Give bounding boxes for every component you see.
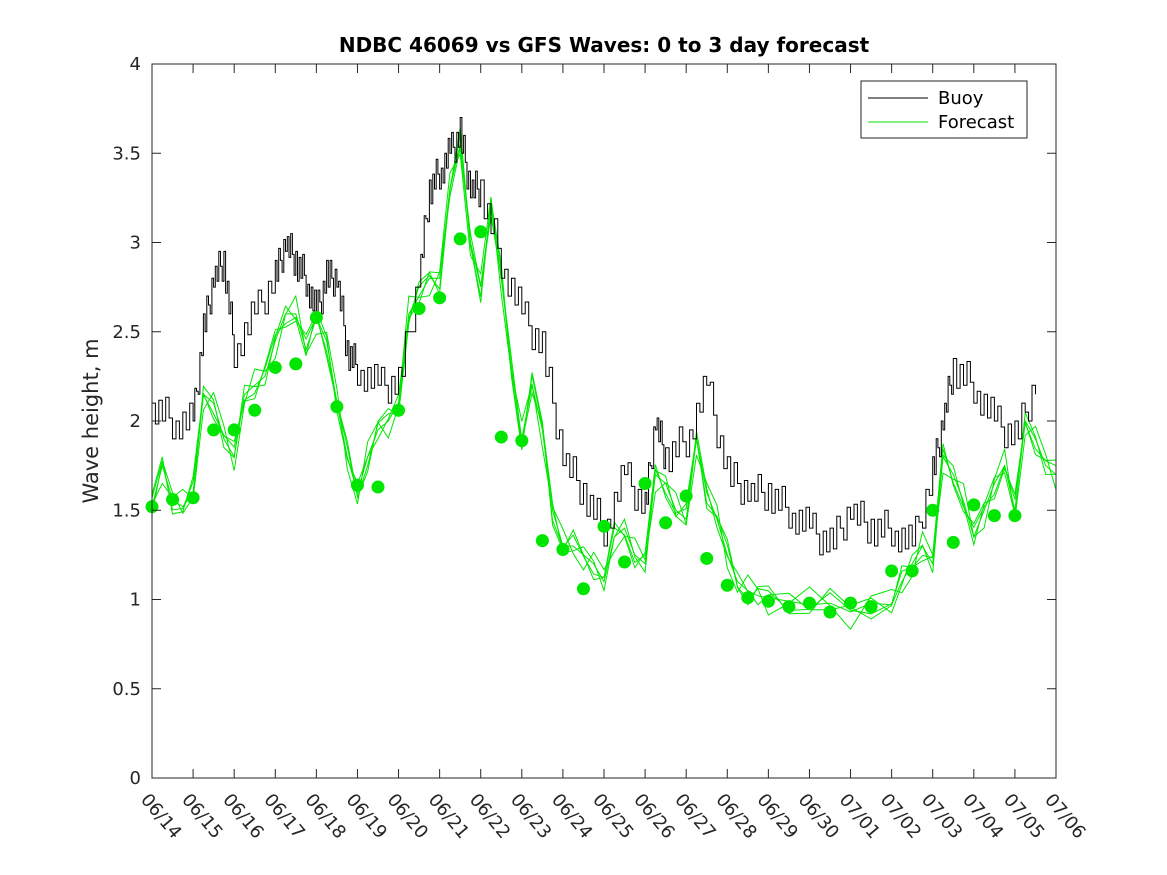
- x-tick-label: 06/27: [670, 790, 719, 843]
- forecast-point: [207, 423, 221, 437]
- x-tick-label: 06/15: [177, 790, 226, 843]
- x-tick-label: 06/30: [794, 790, 843, 843]
- y-tick-label: 3: [130, 233, 141, 254]
- forecast-point: [761, 594, 775, 608]
- x-tick-label: 06/17: [259, 790, 308, 843]
- forecast-point: [227, 423, 241, 437]
- forecast-point: [741, 591, 755, 605]
- series-layer: [145, 117, 1057, 631]
- forecast-point: [926, 503, 940, 517]
- forecast-point: [844, 596, 858, 610]
- x-tick-label: 07/05: [999, 790, 1048, 843]
- y-tick-label: 1.5: [112, 500, 141, 521]
- forecast-point: [618, 555, 632, 569]
- legend-box: [860, 80, 1028, 139]
- y-tick-label: 2: [130, 411, 141, 432]
- forecast-point: [371, 480, 385, 494]
- forecast-point: [186, 491, 200, 505]
- y-axis-label: Wave height, m: [79, 338, 103, 503]
- x-tick-label: 06/25: [588, 790, 637, 843]
- x-tick-label: 06/19: [342, 790, 391, 843]
- forecast-point: [597, 519, 611, 533]
- forecast-point: [967, 498, 981, 512]
- forecast-point: [166, 493, 180, 507]
- x-tick-label: 07/06: [1040, 790, 1089, 843]
- forecast-line-variant: [151, 152, 1057, 631]
- forecast-line: [151, 144, 1057, 613]
- forecast-point: [720, 578, 734, 592]
- forecast-point: [659, 516, 673, 530]
- forecast-line-variant: [151, 128, 1057, 620]
- forecast-point: [309, 310, 323, 324]
- forecast-point: [576, 582, 590, 596]
- forecast-point: [556, 543, 570, 557]
- forecast-point: [679, 489, 693, 503]
- x-tick-label: 06/18: [301, 790, 350, 843]
- legend: Buoy Forecast: [860, 80, 1028, 139]
- forecast-point: [885, 564, 899, 578]
- forecast-point: [453, 232, 467, 246]
- y-tick-label: 3.5: [112, 143, 141, 164]
- y-tick-label: 0.5: [112, 679, 141, 700]
- forecast-point: [535, 534, 549, 548]
- y-tick-label: 0: [130, 768, 141, 789]
- forecast-point: [823, 605, 837, 619]
- x-tick-label: 06/20: [383, 790, 432, 843]
- forecast-point: [700, 551, 714, 565]
- x-tick-label: 07/03: [917, 790, 966, 843]
- x-tick-label: 06/28: [711, 790, 760, 843]
- y-tick-label: 4: [130, 54, 141, 75]
- forecast-point: [392, 403, 406, 417]
- forecast-point: [987, 509, 1001, 523]
- y-axis: 0 0.5 1 1.5 2 2.5 3 3.5 4: [112, 54, 1056, 789]
- plot-area: [152, 64, 1056, 778]
- x-tick-label: 06/29: [753, 790, 802, 843]
- x-tick-label: 06/14: [136, 790, 185, 843]
- y-tick-label: 2.5: [112, 322, 141, 343]
- forecast-point: [864, 600, 878, 614]
- legend-forecast-label: Forecast: [938, 112, 1014, 133]
- x-tick-label: 07/01: [835, 790, 884, 843]
- legend-buoy-label: Buoy: [938, 88, 984, 109]
- x-tick-label: 07/04: [958, 790, 1007, 843]
- forecast-line-variant: [151, 147, 1057, 614]
- forecast-point: [802, 596, 816, 610]
- forecast-point: [412, 302, 426, 316]
- forecast-point: [474, 225, 488, 239]
- forecast-point: [1008, 509, 1022, 523]
- x-tick-label: 07/02: [876, 790, 925, 843]
- forecast-point: [350, 478, 364, 492]
- x-tick-label: 06/22: [465, 790, 514, 843]
- forecast-point: [638, 476, 652, 490]
- buoy-line: [152, 117, 1036, 556]
- forecast-point: [946, 535, 960, 549]
- x-tick-label: 06/23: [506, 790, 555, 843]
- forecast-point: [330, 400, 344, 414]
- forecast-point: [289, 357, 303, 371]
- x-tick-label: 06/21: [424, 790, 473, 843]
- forecast-point: [515, 434, 529, 448]
- forecast-point: [782, 600, 796, 614]
- forecast-point: [248, 403, 262, 417]
- forecast-point: [494, 430, 508, 444]
- y-tick-label: 1: [130, 590, 141, 611]
- x-tick-label: 06/16: [218, 790, 267, 843]
- forecast-point: [905, 564, 919, 578]
- forecast-point: [433, 291, 447, 305]
- x-tick-label: 06/26: [629, 790, 678, 843]
- forecast-point: [268, 360, 282, 374]
- x-tick-label: 06/24: [547, 790, 596, 843]
- chart-title: NDBC 46069 vs GFS Waves: 0 to 3 day fore…: [339, 33, 870, 57]
